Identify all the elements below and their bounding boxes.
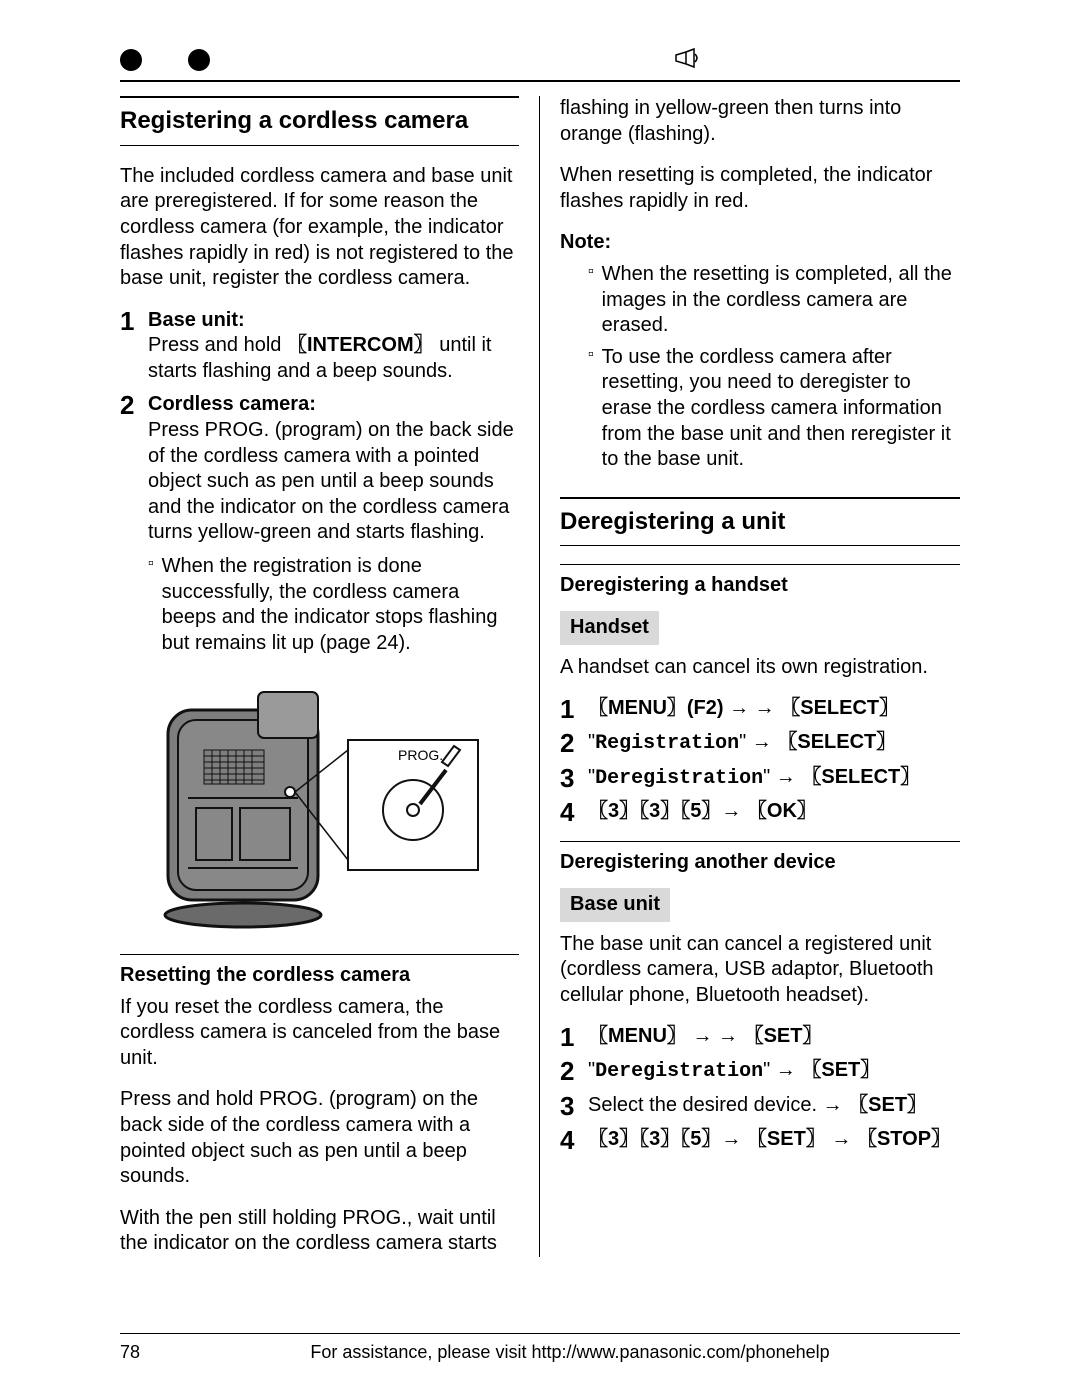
step-number: 2 <box>120 392 148 546</box>
reg-bullet: When the registration is done successful… <box>148 554 519 656</box>
dereg-h-step1: 1 〖MENU〗(F2) → → 〖SELECT〗 <box>560 696 960 722</box>
step-text: Press and hold 〖INTERCOM〗 until it start… <box>148 334 491 382</box>
prog-callout-icon: PROG. <box>295 740 478 870</box>
dereg-handset-intro: A handset can cancel its own registratio… <box>560 655 960 681</box>
reset-p4: flashing in yellow-green then turns into… <box>560 96 960 147</box>
step-text: Press PROG. (program) on the back side o… <box>148 419 514 543</box>
step-number: 1 <box>120 308 148 385</box>
dereg-handset-heading: Deregistering a handset <box>560 573 960 599</box>
page-number: 78 <box>120 1342 180 1363</box>
dot-icon <box>188 49 210 71</box>
note-label: Note: <box>560 230 960 256</box>
footer-text: For assistance, please visit http://www.… <box>180 1342 960 1363</box>
reg-step-2: 2 Cordless camera: Press PROG. (program)… <box>120 392 519 546</box>
step-head: Cordless camera: <box>148 393 316 415</box>
dereg-h-step3: 3 "Deregistration" → 〖SELECT〗 <box>560 765 960 792</box>
dereg-o-step4: 4 〖3〗〖3〗〖5〗→ 〖SET〗 → 〖STOP〗 <box>560 1127 960 1153</box>
dereg-other-heading: Deregistering another device <box>560 850 960 876</box>
note-bullet: To use the cordless camera after resetti… <box>588 345 960 473</box>
step-head: Base unit: <box>148 309 245 331</box>
reg-intro: The included cordless camera and base un… <box>120 164 519 292</box>
dereg-other-intro: The base unit can cancel a registered un… <box>560 932 960 1009</box>
dereg-h-step2: 2 "Registration" → 〖SELECT〗 <box>560 730 960 757</box>
reset-p5: When resetting is completed, the indicat… <box>560 163 960 214</box>
reg-step-1: 1 Base unit: Press and hold 〖INTERCOM〗 u… <box>120 308 519 385</box>
baseunit-label: Base unit <box>560 888 670 922</box>
section-title-registering: Registering a cordless camera <box>120 96 519 146</box>
dereg-h-step4: 4 〖3〗〖3〗〖5〗→ 〖OK〗 <box>560 799 960 825</box>
reset-p2: Press and hold PROG. (program) on the ba… <box>120 1087 519 1189</box>
dot-icon <box>120 49 142 71</box>
camera-illustration: PROG. <box>148 670 519 938</box>
dereg-o-step3: 3 Select the desired device. → 〖SET〗 <box>560 1093 960 1119</box>
prog-label: PROG. <box>398 747 443 763</box>
page-footer: 78 For assistance, please visit http://w… <box>120 1333 960 1363</box>
dereg-o-step2: 2 "Deregistration" → 〖SET〗 <box>560 1058 960 1085</box>
handset-label: Handset <box>560 611 659 645</box>
reset-heading: Resetting the cordless camera <box>120 963 519 989</box>
reset-p3: With the pen still holding PROG., wait u… <box>120 1206 519 1257</box>
section-title-deregistering: Deregistering a unit <box>560 497 960 547</box>
dereg-o-step1: 1 〖MENU〗 → → 〖SET〗 <box>560 1024 960 1050</box>
megaphone-icon <box>674 47 700 74</box>
camera-body-icon <box>165 692 321 927</box>
note-bullet: When the resetting is completed, all the… <box>588 262 960 339</box>
header-bar <box>120 40 960 82</box>
reset-p1: If you reset the cordless camera, the co… <box>120 995 519 1072</box>
